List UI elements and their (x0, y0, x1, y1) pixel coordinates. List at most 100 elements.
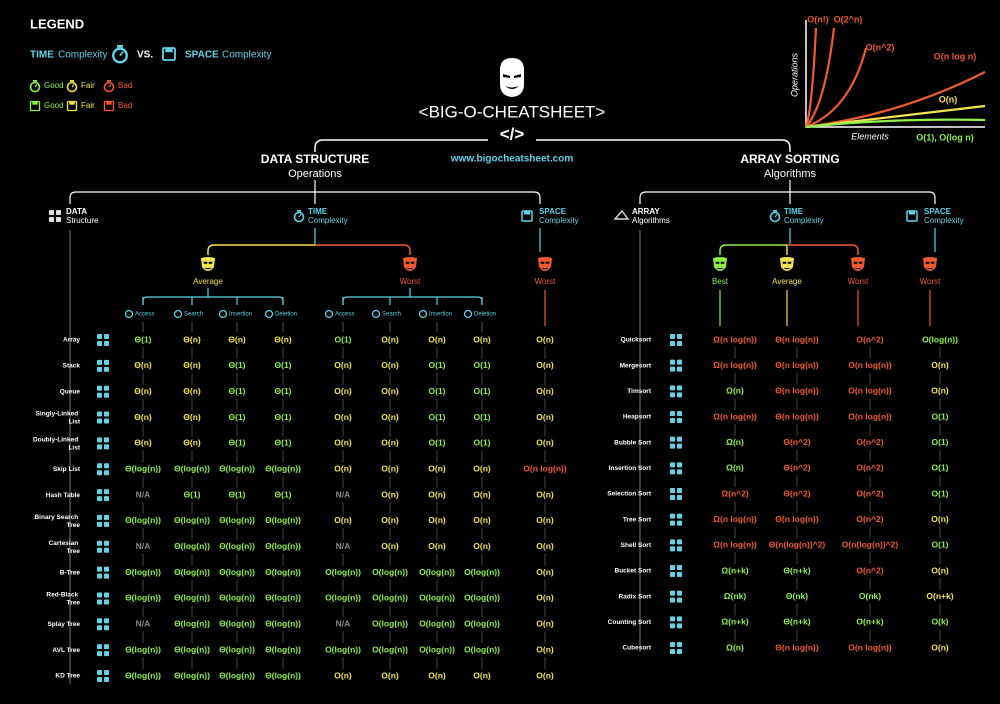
complexity-cell: Θ(log(n)) (265, 567, 301, 577)
icon-part (909, 211, 915, 215)
icon-part (670, 359, 675, 365)
icon-part (97, 411, 102, 417)
complexity-cell: Θ(n^2) (783, 488, 810, 498)
complexity-cell: O(n) (428, 541, 446, 551)
icon-part (32, 101, 38, 105)
structure-icon (97, 411, 109, 424)
icon-part (97, 385, 102, 391)
complexity-cell: Θ(log(n)) (219, 670, 255, 680)
icon-part (97, 540, 102, 546)
icon-part (104, 599, 109, 605)
column-head: ARRAY (632, 207, 660, 216)
icon-part (670, 495, 675, 500)
row-name: Radix Sort (618, 593, 651, 600)
floppy-icon (29, 100, 41, 112)
complexity-cell: Ω(n) (726, 386, 744, 396)
operation-label: Search (382, 312, 401, 318)
complexity-cell: Θ(n) (134, 412, 152, 422)
complexity-cell: Θ(n) (183, 412, 201, 422)
column-head-sub: Structure (66, 216, 99, 225)
column-head-sub: Complexity (924, 216, 964, 225)
complexity-cell: O(n) (536, 515, 554, 525)
row-name: Splay Tree (47, 621, 80, 628)
stopwatch-icon (103, 80, 115, 93)
operation-icon (264, 309, 274, 319)
complexity-cell: O(n) (931, 642, 949, 652)
complexity-cell: Ω(n+k) (721, 565, 749, 575)
icon-part (677, 642, 682, 647)
complexity-cell: O(log(n)) (372, 644, 408, 654)
icon-part (677, 385, 682, 391)
site-url: www.bigocheatsheet.com (450, 154, 574, 165)
stopwatch-icon (769, 210, 781, 223)
complexity-cell: O(n^2) (856, 488, 883, 498)
structure-icon (97, 644, 109, 657)
structure-icon (670, 359, 682, 372)
operation-icon (418, 309, 428, 319)
icon-part (203, 261, 213, 270)
icon-part (104, 618, 109, 624)
group-head: Worst (535, 277, 557, 286)
complexity-cell: Ω(n log(n)) (713, 360, 757, 370)
row-name: Singly-Linked List (36, 410, 81, 425)
complexity-cell: O(log(n)) (464, 567, 500, 577)
icon-part (769, 211, 781, 223)
icon-part (670, 520, 675, 526)
group-head: Average (772, 277, 802, 286)
face-icon (923, 257, 937, 271)
icon-part (97, 359, 102, 365)
complexity-cell: Θ(log(n)) (174, 593, 210, 603)
complexity-cell: Θ(log(n)) (125, 515, 161, 525)
icon-part (104, 385, 109, 391)
complexity-cell: Θ(log(n)) (219, 567, 255, 577)
connector (207, 244, 315, 255)
icon-part (670, 623, 675, 629)
icon-part (670, 565, 675, 570)
complexity-cell: Θ(n+k) (783, 565, 810, 575)
mask-mouth (505, 86, 519, 89)
complexity-cell: Θ(1) (229, 386, 246, 396)
complexity-cell: O(n) (334, 360, 352, 370)
legend-rating: Good (44, 81, 64, 90)
complexity-cell: O(n) (334, 463, 352, 473)
structure-icon (670, 411, 682, 423)
complexity-cell: Θ(1) (229, 412, 246, 422)
complexity-cell: Θ(n) (134, 360, 152, 370)
icon-part (677, 359, 682, 365)
icon-part (677, 597, 682, 603)
icon-part (201, 257, 215, 271)
complexity-cell: O(n^2) (856, 463, 883, 473)
complexity-cell: N/A (136, 489, 151, 499)
icon-part (713, 257, 727, 271)
icon-part (782, 261, 792, 270)
icon-part (670, 597, 675, 603)
legend-rating: Good (44, 101, 64, 110)
icon-part (670, 443, 675, 449)
complexity-cell: O(n+k) (856, 617, 883, 627)
icon-part (108, 84, 112, 88)
operation-icon (173, 309, 183, 319)
icon-part (97, 392, 102, 398)
icon-part (677, 649, 682, 654)
icon-part (677, 572, 682, 577)
icon-part (677, 436, 682, 442)
complexity-cell: Ω(n log(n)) (713, 411, 757, 421)
complexity-cell: O(n) (381, 438, 399, 448)
complexity-cell: O(n) (334, 515, 352, 525)
row-name: Queue (60, 388, 81, 395)
icon-part (97, 547, 102, 553)
group-head: Worst (920, 277, 942, 286)
icon-part (677, 590, 682, 596)
complexity-cell: Ω(n^2) (721, 488, 749, 498)
structure-icon (670, 642, 682, 654)
icon-part (297, 210, 301, 212)
structure-icon (97, 385, 109, 398)
complexity-cell: Θ(n log(n)) (775, 386, 819, 396)
icon-part (97, 514, 102, 520)
face-icon (780, 257, 794, 271)
icon-part (677, 616, 682, 622)
complexity-cell: Θ(n) (228, 334, 246, 344)
complexity-cell: O(n) (381, 463, 399, 473)
curve-label: O(n log n) (934, 51, 977, 61)
